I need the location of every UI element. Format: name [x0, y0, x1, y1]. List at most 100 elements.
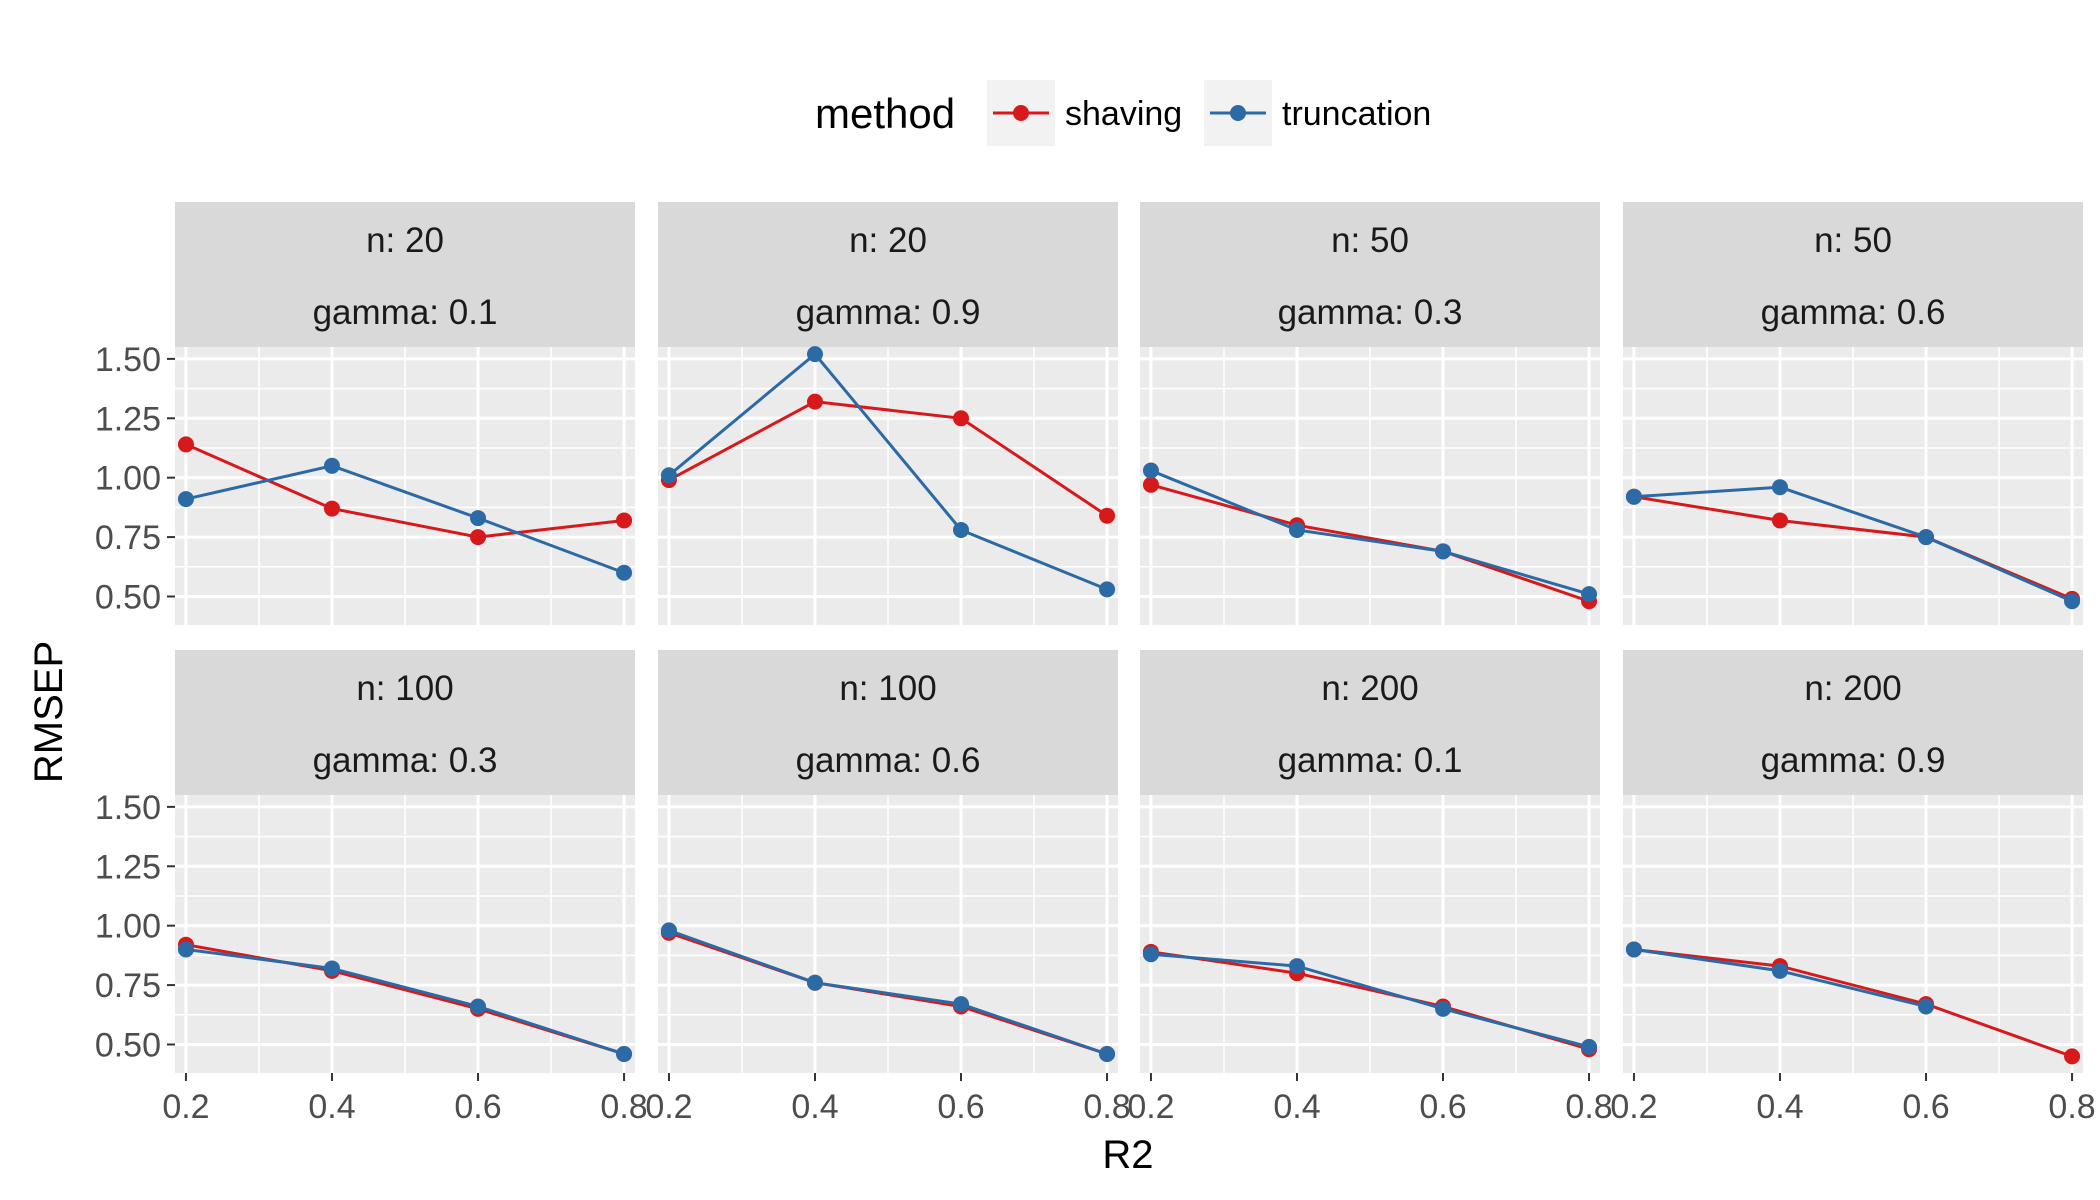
strip-label: gamma: 0.3	[1278, 293, 1463, 332]
y-tick-label: 0.50	[95, 578, 161, 616]
data-point-truncation	[1625, 941, 1642, 958]
strip-label: n: 20	[366, 221, 444, 260]
strip-label: gamma: 0.9	[1761, 741, 1946, 780]
facet-panels: n: 20 gamma: 0.1 0.50 0.75 1.00 1.25 1.50 n: 20…	[95, 202, 2096, 1126]
data-point-truncation	[660, 922, 677, 939]
data-point-truncation	[616, 564, 633, 581]
x-tick-label: 0.8	[2048, 1088, 2095, 1126]
series-line-shaving	[668, 400, 1108, 517]
data-point-truncation	[470, 510, 487, 527]
strip-label: n: 50	[1331, 221, 1409, 260]
data-point-truncation	[1099, 1045, 1116, 1062]
x-tick-label: 0.4	[1756, 1088, 1803, 1126]
legend-label: shaving	[1065, 95, 1182, 133]
y-tick-label: 1.00	[95, 908, 161, 946]
data-point-shaving	[953, 410, 970, 427]
strip-label: n: 50	[1814, 221, 1892, 260]
strip-label: n: 200	[1321, 669, 1418, 708]
data-point-shaving	[806, 393, 823, 410]
y-tick-label: 0.50	[95, 1026, 161, 1064]
x-tick-label: 0.6	[937, 1088, 984, 1126]
y-tick-label: 1.25	[95, 400, 161, 438]
x-tick-label: 0.6	[1902, 1088, 1949, 1126]
x-tick-label: 0.8	[600, 1088, 647, 1126]
data-point-shaving	[323, 500, 340, 517]
legend-label: truncation	[1282, 95, 1431, 133]
data-point-truncation	[1918, 998, 1935, 1015]
data-point-truncation	[1625, 488, 1642, 505]
data-point-truncation	[1435, 1000, 1452, 1017]
x-axis-title: R2	[1102, 1133, 1153, 1177]
data-point-shaving	[2064, 1048, 2081, 1065]
data-point-truncation	[1581, 586, 1598, 603]
strip-background	[658, 202, 1118, 347]
legend: method shaving truncation	[815, 80, 1431, 146]
series-line-truncation	[1633, 485, 2073, 603]
data-point-shaving	[616, 512, 633, 529]
data-point-truncation	[616, 1045, 633, 1062]
x-tick-label: 0.2	[1127, 1088, 1174, 1126]
data-point-truncation	[1581, 1038, 1598, 1055]
facet-panel: n: 100 gamma: 0.3 0.50 0.75 1.00 1.25 1.50 0.2 0…	[95, 650, 648, 1126]
x-tick-label: 0.2	[1610, 1088, 1657, 1126]
legend-key-point	[1013, 105, 1029, 121]
legend-title: method	[815, 90, 955, 137]
data-point-truncation	[2064, 593, 2081, 610]
y-tick-label: 1.50	[95, 341, 161, 379]
data-point-shaving	[470, 529, 487, 546]
y-tick-label: 0.75	[95, 519, 161, 557]
series-line-truncation	[185, 464, 625, 575]
data-point-truncation	[1771, 479, 1788, 496]
strip-label: n: 200	[1804, 669, 1901, 708]
x-tick-label: 0.8	[1565, 1088, 1612, 1126]
series-line-shaving	[1633, 947, 2073, 1058]
x-tick-label: 0.6	[454, 1088, 501, 1126]
strip-label: gamma: 0.6	[796, 741, 981, 780]
strip-background	[1140, 650, 1600, 795]
data-point-shaving	[1142, 476, 1159, 493]
data-point-truncation	[806, 974, 823, 991]
x-tick-label: 0.6	[1419, 1088, 1466, 1126]
data-point-truncation	[177, 491, 194, 508]
data-point-truncation	[660, 467, 677, 484]
data-point-truncation	[1918, 529, 1935, 546]
x-tick-label: 0.4	[791, 1088, 838, 1126]
series-line-truncation	[668, 929, 1108, 1056]
x-tick-label: 0.4	[1273, 1088, 1320, 1126]
data-point-truncation	[1288, 521, 1305, 538]
data-point-truncation	[953, 996, 970, 1013]
x-tick-label: 0.8	[1083, 1088, 1130, 1126]
data-point-truncation	[177, 941, 194, 958]
y-tick-label: 1.50	[95, 789, 161, 827]
strip-label: gamma: 0.3	[313, 741, 498, 780]
y-tick-label: 0.75	[95, 967, 161, 1005]
data-point-truncation	[1771, 962, 1788, 979]
strip-background	[1140, 202, 1600, 347]
strip-label: n: 100	[356, 669, 453, 708]
legend-entry-shaving: shaving	[987, 80, 1182, 146]
facet-panel: n: 20 gamma: 0.9	[658, 202, 1118, 625]
strip-background	[1623, 202, 2083, 347]
strip-label: gamma: 0.1	[313, 293, 498, 332]
x-tick-label: 0.2	[645, 1088, 692, 1126]
data-point-truncation	[1099, 581, 1116, 598]
data-point-shaving	[1099, 507, 1116, 524]
data-point-shaving	[177, 436, 194, 453]
data-point-truncation	[1435, 543, 1452, 560]
series-line-shaving	[185, 443, 625, 539]
series-line-shaving	[1150, 483, 1590, 603]
data-point-truncation	[323, 457, 340, 474]
data-point-truncation	[953, 521, 970, 538]
strip-label: gamma: 0.1	[1278, 741, 1463, 780]
strip-background	[175, 650, 635, 795]
data-point-truncation	[323, 960, 340, 977]
strip-label: gamma: 0.9	[796, 293, 981, 332]
strip-background	[175, 202, 635, 347]
data-point-shaving	[1771, 512, 1788, 529]
legend-key-point	[1230, 105, 1246, 121]
data-point-truncation	[1142, 462, 1159, 479]
strip-background	[1623, 650, 2083, 795]
strip-background	[658, 650, 1118, 795]
series-line-truncation	[667, 352, 1108, 591]
